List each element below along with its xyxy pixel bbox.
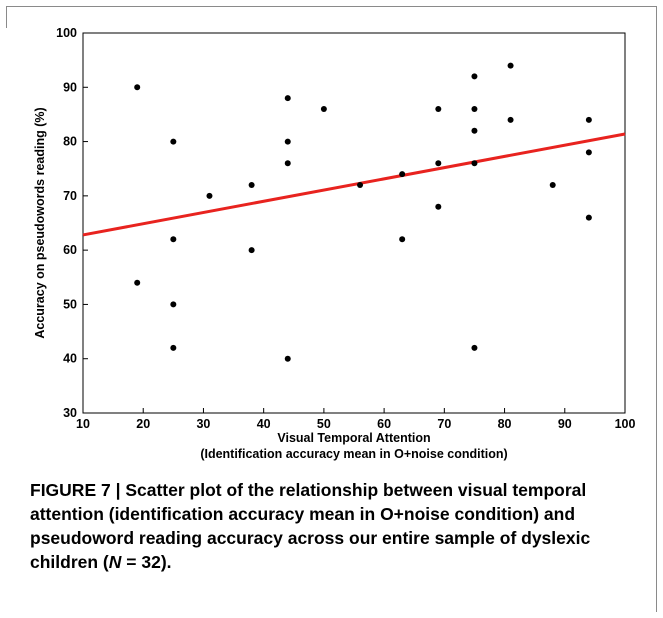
data-point <box>585 214 592 221</box>
regression-line-group <box>82 132 626 237</box>
data-point <box>170 301 177 308</box>
data-point <box>399 171 406 178</box>
data-point <box>284 355 291 362</box>
data-point <box>471 73 478 80</box>
x-axis: 10 20 30 40 50 60 70 80 90 100 <box>76 408 635 431</box>
data-point <box>206 192 213 199</box>
x-tick-label: 30 <box>196 417 210 431</box>
data-point <box>284 160 291 167</box>
data-point <box>134 279 141 286</box>
data-point <box>471 127 478 134</box>
x-tick-label: 60 <box>377 417 391 431</box>
y-tick-label: 80 <box>63 135 77 149</box>
regression-line <box>82 132 626 237</box>
y-tick-label: 50 <box>63 297 77 311</box>
data-point <box>435 160 442 167</box>
data-point <box>549 182 556 188</box>
x-tick-label: 90 <box>558 417 572 431</box>
y-tick-label: 40 <box>63 352 77 366</box>
x-tick-label: 80 <box>498 417 512 431</box>
data-point <box>170 236 177 243</box>
y-tick-label: 60 <box>63 243 77 257</box>
caption-n-value: = 32). <box>121 552 172 572</box>
x-tick-label: 20 <box>136 417 150 431</box>
data-point <box>585 149 592 156</box>
data-point <box>507 62 514 69</box>
figure-caption: FIGURE 7 | Scatter plot of the relations… <box>30 478 630 574</box>
scatter-chart: 10 20 30 40 50 60 70 80 90 100 30405060708090100 … <box>33 26 635 461</box>
x-axis-subtitle: (Identification accuracy mean in O+noise… <box>200 447 507 461</box>
data-point <box>357 182 364 188</box>
data-point <box>435 106 442 112</box>
caption-n-variable: N <box>108 552 122 572</box>
x-tick-label: 70 <box>437 417 451 431</box>
data-point <box>435 203 442 210</box>
x-tick-label: 40 <box>257 417 271 431</box>
y-tick-label: 90 <box>63 80 77 94</box>
y-axis: 30 40 50 60 70 80 90 100 <box>56 26 88 420</box>
data-point <box>248 182 255 188</box>
data-point <box>471 344 478 351</box>
data-point <box>320 106 327 112</box>
y-tick-label: 30 <box>63 406 77 420</box>
x-tick-label: 100 <box>615 417 636 431</box>
data-points <box>134 62 592 362</box>
data-point <box>170 138 177 145</box>
x-tick-label: 50 <box>317 417 331 431</box>
data-point <box>134 84 141 91</box>
x-tick-label: 10 <box>76 417 90 431</box>
y-tick-label: 100 <box>56 26 77 40</box>
data-point <box>471 160 478 167</box>
data-point <box>170 344 177 351</box>
data-point <box>284 138 291 145</box>
x-axis-title: Visual Temporal Attention <box>277 431 430 445</box>
data-point <box>471 106 478 112</box>
data-point <box>284 95 291 102</box>
y-tick-label: 70 <box>63 189 77 203</box>
figure-frame-corner <box>6 6 7 28</box>
data-point <box>399 236 406 243</box>
caption-text: Scatter plot of the relationship between… <box>30 480 591 572</box>
y-axis-title: Accuracy on pseudowords reading (%) <box>33 107 47 338</box>
caption-label: FIGURE 7 | <box>30 480 126 500</box>
data-point <box>248 247 255 254</box>
data-point <box>585 116 592 123</box>
data-point <box>507 116 514 123</box>
figure-frame <box>6 6 657 612</box>
plot-area <box>82 32 626 414</box>
